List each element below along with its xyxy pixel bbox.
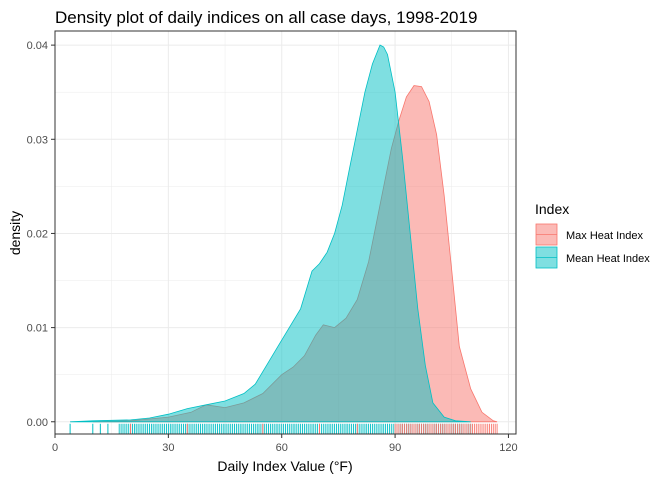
y-tick-label: 0.03 xyxy=(27,134,48,146)
max-heat-index-legend-label: Max Heat Index xyxy=(566,230,644,242)
x-tick-label: 60 xyxy=(276,442,288,454)
density-areas xyxy=(70,44,498,423)
x-tick-label: 0 xyxy=(52,442,58,454)
rug-marks xyxy=(69,423,498,434)
x-tick-label: 120 xyxy=(499,442,517,454)
legend-items: Max Heat Index Mean Heat Index xyxy=(535,223,650,269)
y-tick-label: 0.04 xyxy=(27,40,48,52)
legend-title: Index xyxy=(535,201,569,217)
y-axis: 0.00 0.01 0.02 0.03 0.04 xyxy=(27,40,55,429)
mean-heat-index-density-area xyxy=(70,44,471,423)
x-axis-label: Daily Index Value (°F) xyxy=(217,458,352,474)
chart-title: Density plot of daily indices on all cas… xyxy=(55,8,477,27)
legend: Index Max Heat Index Mean Heat Index xyxy=(535,201,650,269)
y-tick-label: 0.01 xyxy=(27,323,48,335)
x-tick-label: 30 xyxy=(162,442,174,454)
max-heat-index-rug-band xyxy=(394,423,498,434)
y-tick-label: 0.00 xyxy=(27,417,48,429)
plot-panel-border xyxy=(54,30,517,435)
x-axis: 0 30 60 90 120 xyxy=(52,434,518,454)
y-tick-label: 0.02 xyxy=(27,228,48,240)
mean-heat-index-legend-label: Mean Heat Index xyxy=(566,253,650,265)
x-tick-label: 90 xyxy=(389,442,401,454)
y-axis-label: density xyxy=(7,211,23,255)
